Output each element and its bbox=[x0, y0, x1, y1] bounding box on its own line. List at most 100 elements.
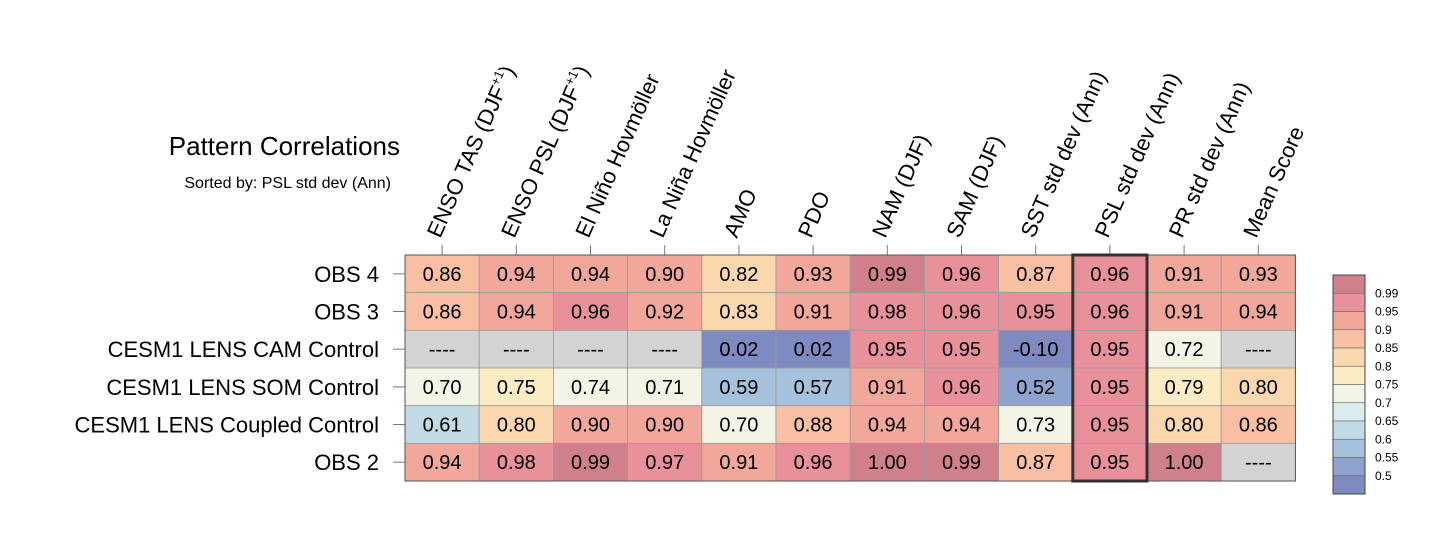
row-label: CESM1 LENS Coupled Control bbox=[75, 413, 379, 438]
heatmap-cell bbox=[553, 254, 629, 294]
cell-value-label: 0.88 bbox=[794, 415, 833, 437]
cell-value-label: 0.86 bbox=[1239, 415, 1278, 437]
colorbar-segment bbox=[1332, 311, 1366, 331]
row-label: CESM1 LENS SOM Control bbox=[106, 375, 379, 400]
column-label: SAM (DJF) bbox=[941, 132, 1008, 242]
row-ticks bbox=[393, 273, 405, 463]
heatmap-cell bbox=[998, 292, 1074, 331]
heatmap-cell-labels: 0.86 0.94 0.94 0.90 0.82 0.93 0.99 0.96 0.87 0.96… bbox=[423, 264, 1278, 474]
heatmap-cell bbox=[701, 292, 777, 331]
cell-value-label: ---- bbox=[651, 339, 678, 361]
colorbar-segment bbox=[1332, 402, 1366, 422]
cell-value-label: 0.70 bbox=[423, 377, 462, 399]
colorbar-segment bbox=[1332, 329, 1366, 349]
cell-value-label: 0.80 bbox=[1239, 377, 1278, 399]
cell-value-label: 0.99 bbox=[942, 452, 981, 474]
heatmap-cell bbox=[701, 442, 777, 482]
heatmap-cell bbox=[775, 442, 851, 482]
colorbar-label: 0.9 bbox=[1375, 323, 1392, 337]
column-labels: ENSO TAS (DJF+1)ENSO PSL (DJF+1)El Niño … bbox=[422, 62, 1309, 242]
heatmap-cell bbox=[1146, 329, 1222, 369]
heatmap-cell bbox=[1146, 367, 1222, 407]
column-label: PR std dev (Ann) bbox=[1164, 78, 1255, 241]
heatmap-cell bbox=[924, 442, 1000, 482]
cell-value-label: 0.95 bbox=[1090, 415, 1129, 437]
cell-value-label: 0.52 bbox=[1016, 377, 1055, 399]
heatmap-cell bbox=[553, 442, 629, 482]
heatmap-cell bbox=[478, 367, 554, 407]
column-label: PDO bbox=[793, 187, 835, 241]
cell-value-label: 0.61 bbox=[423, 415, 462, 437]
row-label: CESM1 LENS CAM Control bbox=[108, 337, 379, 362]
heatmap-cell bbox=[404, 367, 480, 407]
cell-value-label: 0.86 bbox=[423, 302, 462, 324]
colorbar-label: 0.65 bbox=[1375, 414, 1399, 428]
colorbar-segment bbox=[1332, 457, 1366, 477]
colorbar-segment bbox=[1332, 420, 1366, 440]
row-labels: OBS 4 OBS 3 CESM1 LENS CAM Control CESM1 LE… bbox=[75, 262, 379, 475]
cell-value-label: 0.80 bbox=[497, 415, 536, 437]
heatmap-cell bbox=[849, 442, 925, 482]
cell-value-label: 0.92 bbox=[645, 302, 684, 324]
heatmap-cell bbox=[553, 329, 629, 369]
heatmap-cells bbox=[404, 254, 1296, 482]
grid-border bbox=[404, 254, 1296, 482]
heatmap-cell bbox=[1220, 254, 1296, 294]
cell-value-label: 0.75 bbox=[497, 377, 536, 399]
heatmap-cell bbox=[775, 292, 851, 331]
heatmap-cell bbox=[627, 442, 703, 482]
cell-value-label: 0.73 bbox=[1016, 415, 1055, 437]
cell-value-label: 0.91 bbox=[1165, 302, 1204, 324]
heatmap-cell bbox=[627, 367, 703, 407]
heatmap-cell bbox=[1220, 442, 1296, 482]
cell-value-label: 0.95 bbox=[942, 339, 981, 361]
heatmap-cell bbox=[849, 292, 925, 331]
cell-value-label: 0.95 bbox=[1090, 452, 1129, 474]
cell-value-label: 0.91 bbox=[1165, 264, 1204, 286]
column-label: AMO bbox=[719, 185, 762, 241]
cell-value-label: ---- bbox=[429, 339, 456, 361]
cell-value-label: 0.90 bbox=[571, 415, 610, 437]
cell-value-label: 0.93 bbox=[1239, 264, 1278, 286]
cell-value-label: 0.94 bbox=[423, 452, 462, 474]
colorbar: 0.99 0.95 0.9 0.85 0.8 0.75 0.7 0.65 0.6 0.55 0.5 bbox=[1332, 274, 1399, 495]
cell-value-label: 0.98 bbox=[868, 302, 907, 324]
heatmap-cell bbox=[1072, 254, 1148, 294]
cell-value-label: 0.99 bbox=[571, 452, 610, 474]
cell-value-label: 0.87 bbox=[1016, 452, 1055, 474]
heatmap-cell bbox=[404, 329, 480, 369]
heatmap-cell bbox=[849, 367, 925, 407]
cell-value-label: 0.80 bbox=[1165, 415, 1204, 437]
colorbar-label: 0.6 bbox=[1375, 432, 1392, 446]
column-label: NAM (DJF) bbox=[867, 130, 935, 241]
heatmap-cell bbox=[1146, 254, 1222, 294]
sorted-column-highlight bbox=[1071, 253, 1149, 483]
heatmap-cell bbox=[849, 329, 925, 369]
heatmap-cell bbox=[1220, 292, 1296, 331]
cell-value-label: 0.83 bbox=[719, 302, 758, 324]
heatmap-cell bbox=[1146, 442, 1222, 482]
colorbar-segment bbox=[1332, 347, 1366, 367]
colorbar-label: 0.8 bbox=[1375, 359, 1392, 373]
cell-value-label: 0.94 bbox=[497, 302, 536, 324]
cell-value-label: 0.02 bbox=[719, 339, 758, 361]
cell-value-label: 0.96 bbox=[571, 302, 610, 324]
cell-value-label: 0.91 bbox=[794, 302, 833, 324]
colorbar-label: 0.5 bbox=[1375, 469, 1392, 483]
cell-value-label: 0.99 bbox=[868, 264, 907, 286]
colorbar-label: 0.7 bbox=[1375, 396, 1392, 410]
cell-value-label: 0.71 bbox=[645, 377, 684, 399]
chart-title: Pattern Correlations bbox=[169, 131, 400, 161]
cell-value-label: 0.87 bbox=[1016, 264, 1055, 286]
cell-value-label: 0.79 bbox=[1165, 377, 1204, 399]
cell-value-label: 0.59 bbox=[719, 377, 758, 399]
cell-value-label: 0.95 bbox=[1016, 302, 1055, 324]
row-label: OBS 2 bbox=[314, 450, 379, 475]
cell-value-label: 0.97 bbox=[645, 452, 684, 474]
colorbar-label: 0.75 bbox=[1375, 378, 1399, 392]
cell-value-label: 0.82 bbox=[719, 264, 758, 286]
cell-value-label: 1.00 bbox=[1165, 452, 1204, 474]
cell-value-label: 0.98 bbox=[497, 452, 536, 474]
cell-value-label: 0.57 bbox=[794, 377, 833, 399]
heatmap-cell bbox=[775, 405, 851, 444]
